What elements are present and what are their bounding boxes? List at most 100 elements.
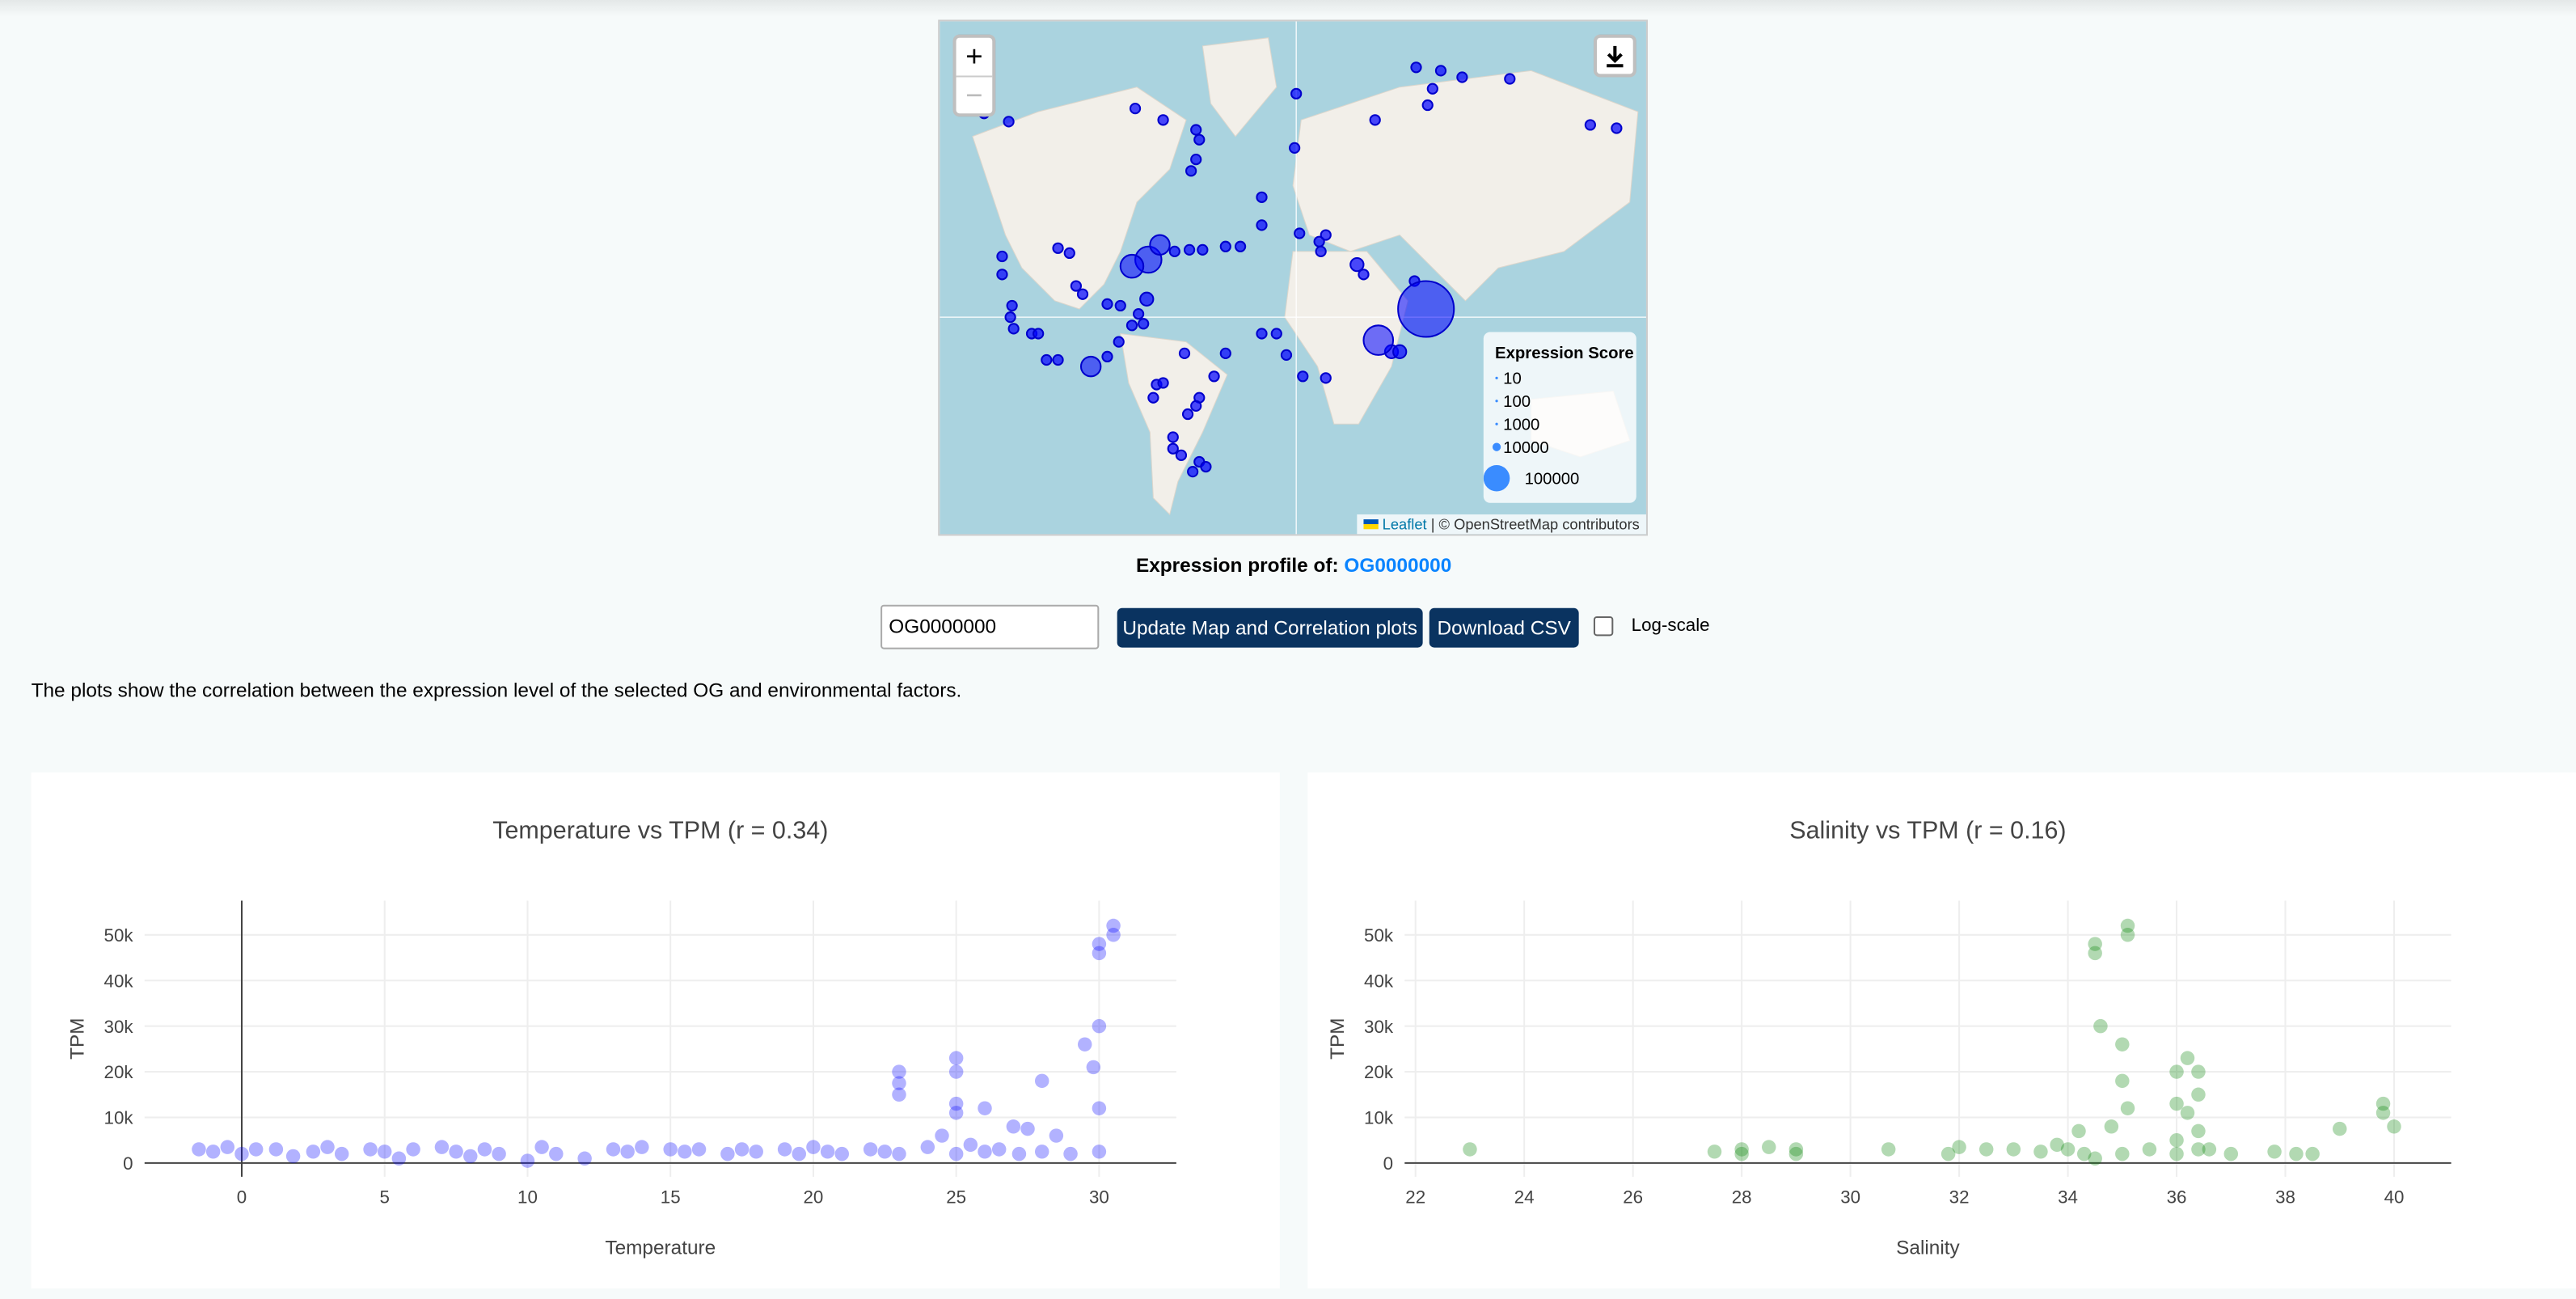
map-marker[interactable] <box>1004 311 1016 324</box>
map-marker[interactable] <box>1584 119 1596 131</box>
map-marker[interactable] <box>1149 234 1171 256</box>
y-axis-label: TPM <box>1327 1018 1349 1059</box>
map-marker[interactable] <box>1113 336 1125 348</box>
map-marker[interactable] <box>1070 280 1083 292</box>
y-tick-label: 20k <box>104 1062 134 1082</box>
profile-og[interactable]: OG0000000 <box>1344 553 1452 578</box>
point <box>1092 1145 1107 1159</box>
map-marker[interactable] <box>1185 165 1197 177</box>
map-marker[interactable] <box>1187 466 1199 478</box>
update-button[interactable]: Update Map and Correlation plots <box>1117 607 1423 648</box>
map-marker[interactable] <box>1052 353 1064 366</box>
map-marker[interactable] <box>1289 142 1301 154</box>
point <box>948 1146 964 1161</box>
map-marker[interactable] <box>1294 227 1306 239</box>
map-marker[interactable] <box>1119 253 1145 279</box>
map-marker[interactable] <box>1349 256 1365 273</box>
map-marker[interactable] <box>1138 318 1150 330</box>
map[interactable]: + − Expression Score 10 100 1000 10000 10000… <box>938 19 1648 536</box>
point <box>1092 1101 1107 1115</box>
map-marker[interactable] <box>1168 245 1180 257</box>
map-marker[interactable] <box>1129 102 1142 115</box>
map-marker[interactable] <box>1132 307 1145 320</box>
map-marker[interactable] <box>1041 353 1053 366</box>
og-input[interactable]: OG0000000 <box>880 604 1100 650</box>
map-marker[interactable] <box>1256 328 1268 340</box>
chart: Salinity vs TPM (r = 0.16) Salinity TPM 22 2… <box>1327 816 2451 1259</box>
map-marker[interactable] <box>1362 324 1395 356</box>
map-marker[interactable] <box>1426 83 1438 95</box>
map-marker[interactable] <box>1256 219 1268 231</box>
point <box>2375 1096 2391 1111</box>
map-marker[interactable] <box>1392 344 1408 359</box>
map-marker[interactable] <box>1157 377 1169 389</box>
map-marker[interactable] <box>1079 355 1102 378</box>
map-marker[interactable] <box>1270 328 1282 340</box>
map-marker[interactable] <box>1052 242 1064 254</box>
map-marker[interactable] <box>1175 449 1188 461</box>
map-marker[interactable] <box>1139 291 1155 307</box>
map-marker[interactable] <box>996 250 1008 263</box>
point <box>1952 1140 1966 1154</box>
map-marker[interactable] <box>1193 133 1206 146</box>
map-marker[interactable] <box>1434 65 1447 77</box>
map-marker[interactable] <box>1114 299 1126 312</box>
map-marker[interactable] <box>1190 124 1202 136</box>
map-marker[interactable] <box>1063 247 1075 260</box>
map-marker[interactable] <box>1297 370 1309 383</box>
point <box>1978 1142 1994 1157</box>
map-marker[interactable] <box>1190 153 1202 166</box>
map-marker[interactable] <box>996 269 1008 281</box>
map-marker[interactable] <box>1178 347 1191 359</box>
map-marker[interactable] <box>1003 116 1015 128</box>
map-marker[interactable] <box>1167 442 1179 455</box>
point <box>2120 928 2135 942</box>
map-marker[interactable] <box>1290 87 1303 99</box>
map-marker[interactable] <box>1007 323 1020 335</box>
map-marker[interactable] <box>1006 299 1018 312</box>
map-marker[interactable] <box>1208 370 1220 383</box>
download-csv-button[interactable]: Download CSV <box>1429 607 1579 648</box>
map-marker[interactable] <box>1101 298 1113 311</box>
map-marker[interactable] <box>1369 114 1381 126</box>
map-marker[interactable] <box>1183 243 1196 256</box>
point <box>834 1146 850 1161</box>
map-marker[interactable] <box>1219 240 1231 252</box>
map-marker[interactable] <box>1320 229 1332 241</box>
map-marker[interactable] <box>1125 319 1138 332</box>
map-marker[interactable] <box>1157 114 1169 126</box>
point <box>1106 918 1121 933</box>
map-marker[interactable] <box>1358 269 1370 281</box>
map-legend: Expression Score 10 100 1000 10000 100000 <box>1483 332 1636 503</box>
leaflet-link[interactable]: Leaflet <box>1382 516 1427 533</box>
map-marker[interactable] <box>1234 240 1247 252</box>
map-marker[interactable] <box>1456 71 1468 83</box>
map-marker[interactable] <box>1256 191 1268 203</box>
map-marker[interactable] <box>1397 280 1455 338</box>
map-marker[interactable] <box>1167 431 1179 443</box>
map-marker[interactable] <box>1315 245 1327 257</box>
map-marker[interactable] <box>1076 288 1089 300</box>
zoom-in[interactable]: + <box>965 39 983 73</box>
map-marker[interactable] <box>1147 391 1159 404</box>
map-marker[interactable] <box>1320 372 1332 384</box>
zoom-out[interactable]: − <box>956 75 993 115</box>
map-marker[interactable] <box>1421 99 1434 112</box>
point <box>2033 1145 2048 1159</box>
map-marker[interactable] <box>1280 349 1293 362</box>
map-marker[interactable] <box>1181 408 1194 421</box>
map-marker[interactable] <box>1197 243 1209 256</box>
map-marker[interactable] <box>1200 460 1212 473</box>
map-marker[interactable] <box>1611 122 1623 134</box>
map-marker[interactable] <box>1410 61 1422 74</box>
map-marker[interactable] <box>1101 350 1113 363</box>
map-marker[interactable] <box>1219 347 1231 359</box>
download-map-button[interactable] <box>1593 34 1636 78</box>
map-marker[interactable] <box>1033 328 1045 340</box>
map-marker[interactable] <box>1190 400 1202 412</box>
point <box>1707 1145 1722 1159</box>
log-scale-checkbox[interactable] <box>1593 616 1614 637</box>
x-tick-label: 5 <box>380 1187 390 1207</box>
map-marker[interactable] <box>1504 73 1516 85</box>
